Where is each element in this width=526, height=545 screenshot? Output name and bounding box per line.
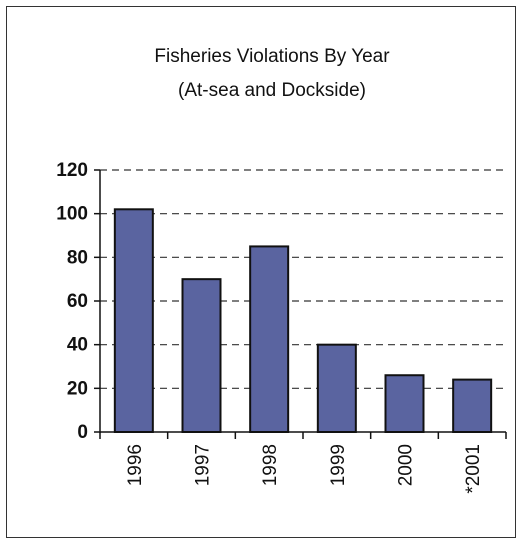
x-tick-label-1998: 1998 <box>260 444 281 486</box>
y-tick-label-120: 120 <box>56 160 88 181</box>
y-tick-label-20: 20 <box>67 378 88 399</box>
bar-2000 <box>384 374 425 434</box>
bars <box>113 208 493 434</box>
chart-title-line-1: Fisheries Violations By Year <box>154 46 390 67</box>
bar-1996 <box>113 208 154 433</box>
y-tick-label-100: 100 <box>56 204 88 225</box>
y-tick-labels: 0 20 40 60 80 100 120 <box>56 160 88 443</box>
x-tick-label-1996: 1996 <box>125 444 146 486</box>
y-tick-label-40: 40 <box>67 335 88 356</box>
bar-1997 <box>181 278 222 433</box>
x-tick-label-2000: 2000 <box>396 444 417 486</box>
axes <box>94 169 507 439</box>
x-tick-label-1997: 1997 <box>193 444 214 486</box>
x-tick-label-1999: 1999 <box>328 444 349 486</box>
x-tick-labels: 1996 1997 1998 1999 2000 *2001 <box>125 444 484 494</box>
chart-title-line-2: (At-sea and Dockside) <box>178 80 366 101</box>
bar-1998 <box>249 245 290 433</box>
x-tick-label-star-2001: *2001 <box>463 444 484 494</box>
y-tick-label-0: 0 <box>77 422 88 443</box>
bar-star-2001 <box>452 378 493 434</box>
chart-title: Fisheries Violations By Year (At-sea and… <box>154 46 390 101</box>
y-tick-label-80: 80 <box>67 247 88 268</box>
gridlines <box>100 169 506 389</box>
bar-1999 <box>316 343 357 433</box>
y-tick-label-60: 60 <box>67 291 88 312</box>
